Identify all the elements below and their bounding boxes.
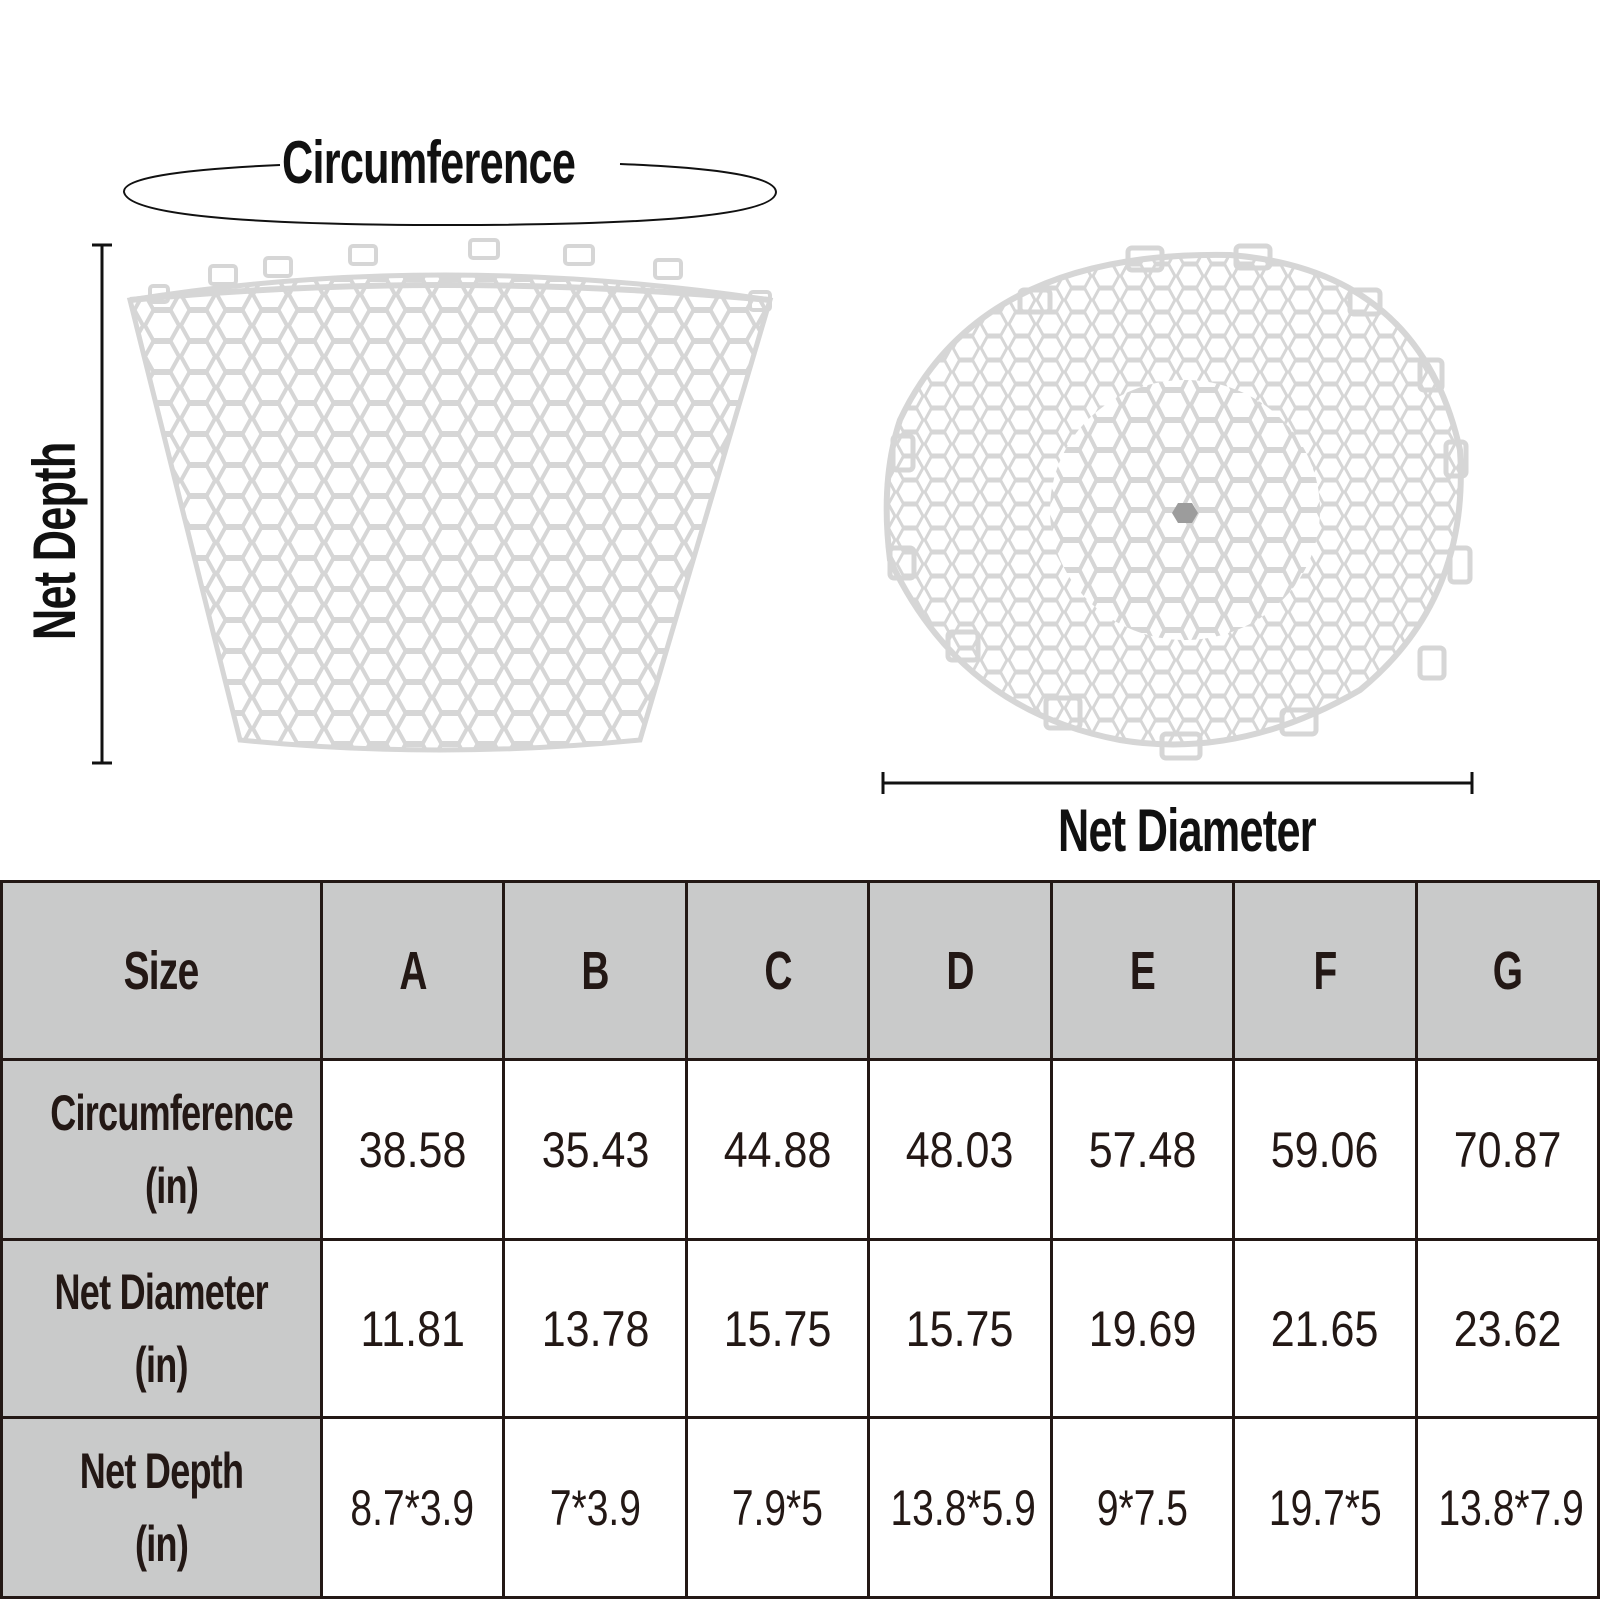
table-cell: 13.8*5.9: [867, 1416, 1053, 1599]
table-cell: 35.43: [502, 1058, 688, 1241]
net-diameter-label: Net Diameter: [1058, 797, 1317, 864]
table-cell: 13.8*7.9: [1414, 1416, 1600, 1599]
diameter-dimension-line: [881, 772, 1474, 794]
table-cell: 7.9*5: [684, 1416, 871, 1599]
table-cell: 57.48: [1049, 1058, 1236, 1241]
circumference-indicator: [123, 163, 778, 227]
table-cell: 38.58: [319, 1058, 506, 1241]
size-chart-table: Size A B C D E F G Circumference (in) 38…: [0, 880, 1600, 1599]
header-cell-f: F: [1232, 880, 1418, 1061]
net-depth-label: Net Depth: [21, 442, 88, 640]
circumference-label: Circumference: [282, 129, 576, 196]
table-cell: 19.7*5: [1232, 1416, 1418, 1599]
header-cell-b: B: [502, 880, 688, 1061]
header-cell-size: Size: [0, 880, 323, 1061]
table-cell: 11.81: [319, 1238, 506, 1419]
table-cell: 48.03: [867, 1058, 1053, 1241]
net-diagram: Circumference Net Depth Net Diameter: [21, 129, 1474, 864]
table-cell: 59.06: [1232, 1058, 1418, 1241]
table-cell: 23.62: [1414, 1238, 1600, 1419]
net-top-view: [883, 243, 1473, 761]
table-cell: 13.78: [502, 1238, 688, 1419]
header-cell-d: D: [867, 880, 1053, 1061]
table-cell: 70.87: [1414, 1058, 1600, 1241]
header-cell-g: G: [1414, 880, 1600, 1061]
row-label-net-diameter: Net Diameter (in): [0, 1238, 323, 1419]
net-diameter-row: Net Diameter (in) 11.81 13.78 15.75 15.7…: [0, 1238, 1600, 1419]
table-cell: 8.7*3.9: [319, 1416, 506, 1599]
table-cell: 7*3.9: [502, 1416, 688, 1599]
row-label-net-depth: Net Depth (in): [0, 1416, 323, 1599]
table-cell: 21.65: [1232, 1238, 1418, 1419]
table-cell: 19.69: [1049, 1238, 1236, 1419]
row-label-circumference: Circumference (in): [0, 1058, 323, 1241]
table-cell: 15.75: [867, 1238, 1053, 1419]
header-cell-a: A: [319, 880, 506, 1061]
net-side-view: [126, 238, 774, 753]
net-depth-row: Net Depth (in) 8.7*3.9 7*3.9 7.9*5 13.8*…: [0, 1416, 1600, 1599]
circumference-row: Circumference (in) 38.58 35.43 44.88 48.…: [0, 1058, 1600, 1241]
header-cell-c: C: [684, 880, 871, 1061]
header-cell-e: E: [1049, 880, 1236, 1061]
depth-dimension-line: [92, 243, 112, 765]
table-cell: 9*7.5: [1049, 1416, 1236, 1599]
size-header-row: Size A B C D E F G: [0, 880, 1600, 1061]
net-illustration: [92, 163, 1474, 794]
table-cell: 15.75: [684, 1238, 871, 1419]
table-cell: 44.88: [684, 1058, 871, 1241]
